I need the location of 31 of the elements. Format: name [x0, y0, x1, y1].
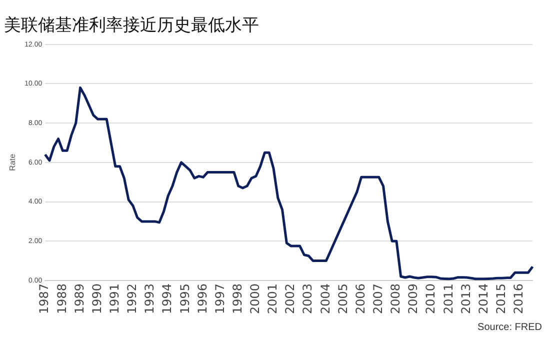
x-tick-label: 1994 — [160, 283, 174, 314]
x-tick-label: 1992 — [125, 283, 140, 314]
x-tick-label: 1991 — [108, 283, 122, 314]
x-tick-label: 2004 — [318, 283, 332, 314]
y-axis-title: Rate — [8, 153, 18, 171]
x-tick-label: 2003 — [300, 283, 315, 314]
x-tick-label: 2010 — [424, 283, 438, 314]
x-tick-label: 2005 — [336, 283, 350, 314]
x-tick-label: 2001 — [266, 283, 280, 314]
x-tick-label: 2008 — [388, 283, 403, 314]
x-tick-label: 1997 — [212, 283, 227, 314]
x-tick-label: 2011 — [441, 283, 456, 314]
x-tick-label: 1989 — [72, 283, 86, 314]
chart-title: 美联储基准利率接近历史最低水平 — [4, 16, 259, 36]
source-note: Source: FRED — [478, 322, 542, 333]
x-tick-label: 1993 — [142, 283, 157, 314]
x-tick-label: 2014 — [476, 283, 490, 314]
x-tick-label: 1995 — [178, 283, 192, 314]
x-tick-label: 1990 — [90, 283, 104, 314]
x-tick-label: 2006 — [353, 283, 368, 314]
x-tick-label: 2013 — [458, 283, 473, 314]
x-tick-label: 1988 — [54, 283, 69, 314]
x-tick-label: 2016 — [512, 283, 526, 314]
x-tick-label: 2007 — [371, 283, 386, 314]
x-tick-label: 1996 — [195, 283, 210, 314]
x-tick-label: 1998 — [230, 283, 244, 314]
x-tick-label: 2009 — [406, 283, 420, 314]
x-tick-label: 2015 — [494, 283, 508, 314]
x-tick-label: 2000 — [248, 283, 262, 314]
x-tick-label: 1987 — [37, 283, 52, 314]
x-tick-label: 2002 — [283, 283, 298, 314]
